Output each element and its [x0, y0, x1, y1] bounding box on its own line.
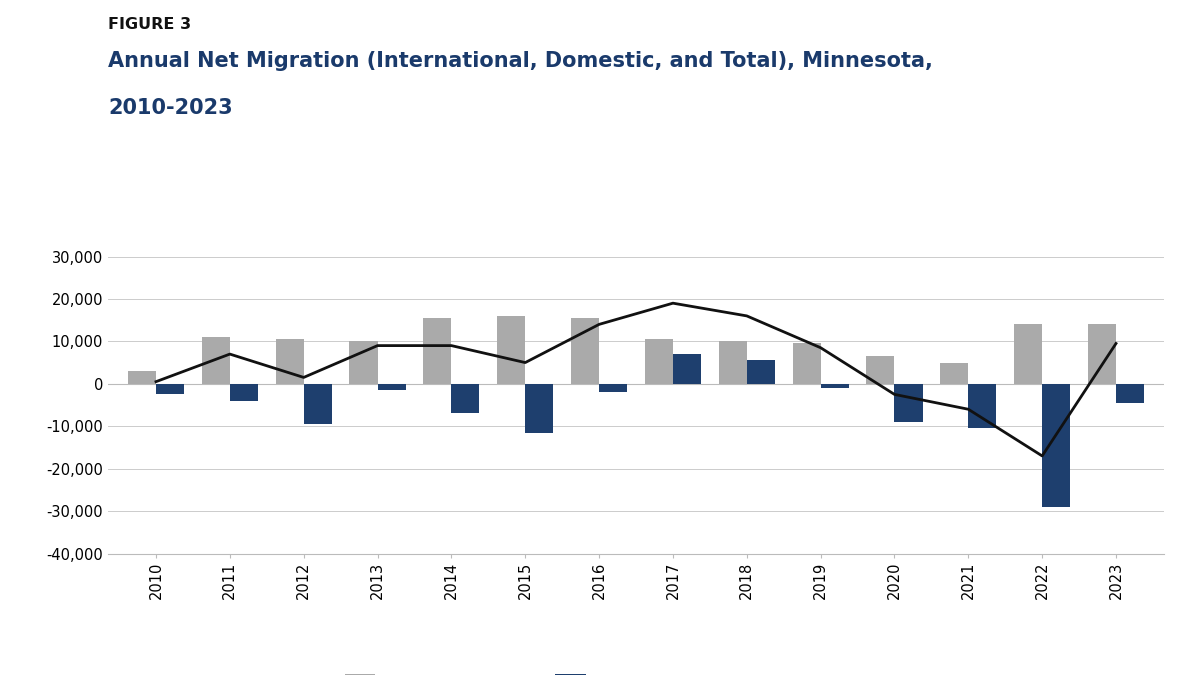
Bar	[349, 342, 378, 384]
Bar	[673, 354, 701, 384]
Bar	[746, 360, 775, 384]
Bar	[719, 342, 746, 384]
Bar	[497, 316, 526, 384]
Bar	[378, 384, 406, 390]
Bar	[894, 384, 923, 422]
Bar	[644, 340, 673, 384]
Bar	[526, 384, 553, 433]
Bar	[451, 384, 480, 414]
Bar	[792, 344, 821, 384]
Text: FIGURE 3: FIGURE 3	[108, 17, 191, 32]
Text: Annual Net Migration (International, Domestic, and Total), Minnesota,: Annual Net Migration (International, Dom…	[108, 51, 932, 71]
Bar	[1088, 325, 1116, 384]
Bar	[1014, 325, 1042, 384]
Bar	[941, 362, 968, 384]
Bar	[571, 318, 599, 384]
Bar	[128, 371, 156, 384]
Bar	[230, 384, 258, 401]
Bar	[276, 340, 304, 384]
Bar	[968, 384, 996, 429]
Bar	[1042, 384, 1070, 507]
Bar	[304, 384, 331, 424]
Text: 2010-2023: 2010-2023	[108, 98, 233, 118]
Bar	[202, 337, 230, 384]
Legend: International Net, Domestic Net, Total Net Migration: International Net, Domestic Net, Total N…	[344, 674, 928, 675]
Bar	[1116, 384, 1144, 403]
Bar	[821, 384, 848, 388]
Bar	[866, 356, 894, 384]
Bar	[156, 384, 184, 394]
Bar	[424, 318, 451, 384]
Bar	[599, 384, 628, 392]
